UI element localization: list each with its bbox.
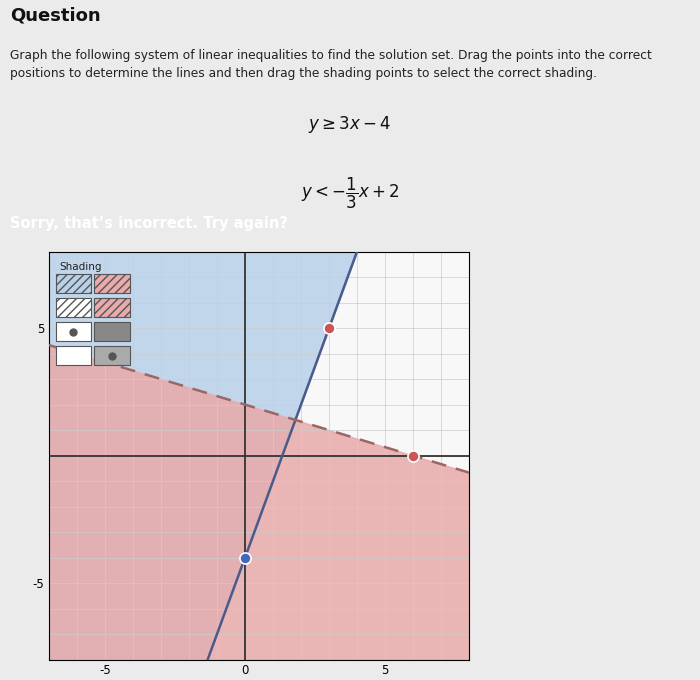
Text: Shading: Shading [59,262,102,272]
FancyBboxPatch shape [56,298,91,318]
Text: $y \geq 3x - 4$: $y \geq 3x - 4$ [309,114,391,135]
FancyBboxPatch shape [94,346,130,365]
Text: Graph the following system of linear inequalities to find the solution set. Drag: Graph the following system of linear ine… [10,49,652,80]
FancyBboxPatch shape [56,274,91,294]
FancyBboxPatch shape [94,322,130,341]
Text: $y < -\dfrac{1}{3}x + 2$: $y < -\dfrac{1}{3}x + 2$ [301,175,399,211]
FancyBboxPatch shape [94,298,130,318]
Text: Question: Question [10,6,101,24]
FancyBboxPatch shape [94,274,130,294]
FancyBboxPatch shape [56,322,91,341]
Text: Sorry, that’s incorrect. Try again?: Sorry, that’s incorrect. Try again? [10,216,288,231]
FancyBboxPatch shape [56,346,91,365]
